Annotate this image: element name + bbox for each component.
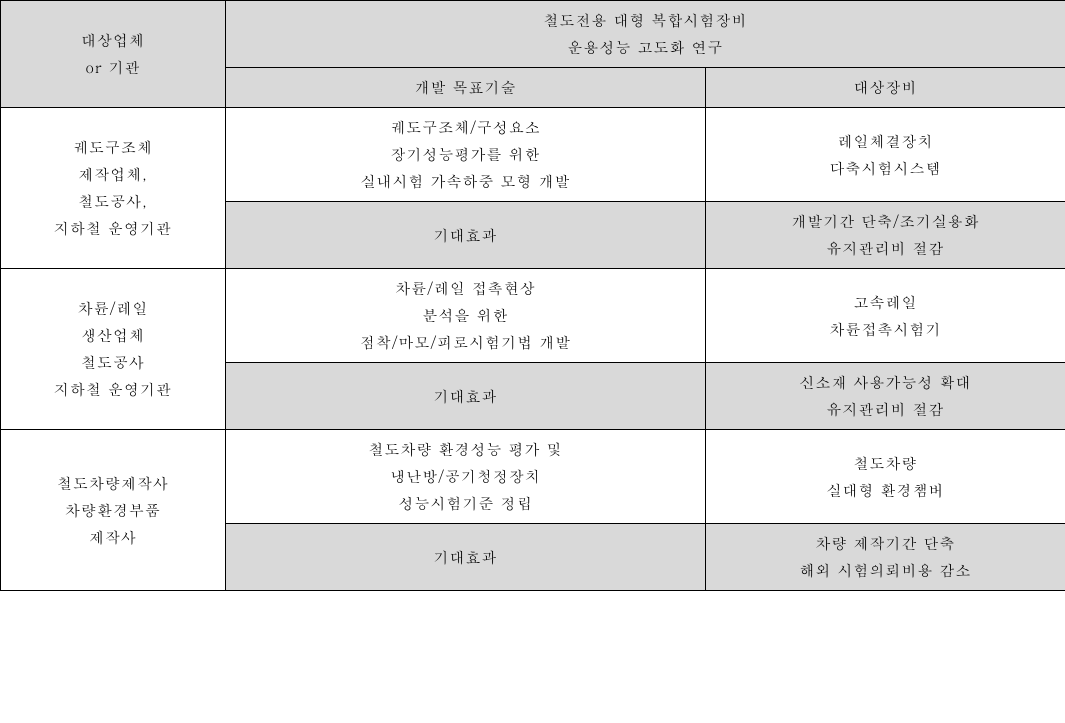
section3-entity: 철도차량제작사 차량환경부품 제작사 xyxy=(1,430,226,591)
section2-effect-line2: 유지관리비 절감 xyxy=(827,399,945,420)
section2-equip: 고속레일 차륜접촉시험기 xyxy=(706,269,1065,363)
section1-tech-line1: 궤도구조체/구성요소 xyxy=(390,117,541,138)
header-entity-line1: 대상업체 xyxy=(81,30,145,51)
section1-entity-line3: 철도공사, xyxy=(78,191,147,212)
section2-effect: 신소재 사용가능성 확대 유지관리비 절감 xyxy=(706,363,1065,430)
section2-entity-line2: 생산업체 xyxy=(81,325,145,346)
section2-equip-line1: 고속레일 xyxy=(854,292,918,313)
section2-entity-line4: 지하철 운영기관 xyxy=(54,379,172,400)
section2-equip-line2: 차륜접촉시험기 xyxy=(830,319,942,340)
header-title-line1: 철도전용 대형 복합시험장비 xyxy=(544,10,748,31)
section3-tech-line1: 철도차량 환경성능 평가 및 xyxy=(369,439,563,460)
section3-equip-line1: 철도차량 xyxy=(854,453,918,474)
section2-entity-line3: 철도공사 xyxy=(81,352,145,373)
section1-effect-line1: 개발기간 단축/조기실용화 xyxy=(791,211,980,232)
header-col3: 대상장비 xyxy=(706,68,1065,108)
section2-effect-label: 기대효과 xyxy=(226,363,706,430)
section1-tech-line3: 실내시험 가속하중 모형 개발 xyxy=(361,171,571,192)
section3-effect-label: 기대효과 xyxy=(226,524,706,591)
main-table: 대상업체 or 기관 철도전용 대형 복합시험장비 운용성능 고도화 연구 개발… xyxy=(0,0,1065,591)
section1-entity-line4: 지하철 운영기관 xyxy=(54,218,172,239)
section1-effect-label: 기대효과 xyxy=(226,202,706,269)
header-col2: 개발 목표기술 xyxy=(226,68,706,108)
section3-entity-line2: 차량환경부품 xyxy=(65,500,161,521)
section1-effect-line2: 유지관리비 절감 xyxy=(827,238,945,259)
section2-tech-line3: 점착/마모/피로시험기법 개발 xyxy=(360,332,571,353)
section1-equip-line2: 다축시험시스템 xyxy=(830,158,942,179)
section1-entity-line2: 제작업체, xyxy=(78,164,147,185)
section1-row1: 궤도구조체 제작업체, 철도공사, 지하철 운영기관 궤도구조체/구성요소 장기… xyxy=(1,108,1065,202)
section3-entity-line3: 제작사 xyxy=(89,527,137,548)
section1-equip-line1: 레일체결장치 xyxy=(838,131,934,152)
section3-tech-line3: 성능시험기준 정립 xyxy=(399,493,533,514)
header-title-line2: 운용성능 고도화 연구 xyxy=(568,37,724,58)
section2-row1: 차륜/레일 생산업체 철도공사 지하철 운영기관 차륜/레일 접촉현상 분석을 … xyxy=(1,269,1065,363)
section1-equip: 레일체결장치 다축시험시스템 xyxy=(706,108,1065,202)
section1-tech: 궤도구조체/구성요소 장기성능평가를 위한 실내시험 가속하중 모형 개발 xyxy=(226,108,706,202)
header-row-1: 대상업체 or 기관 철도전용 대형 복합시험장비 운용성능 고도화 연구 xyxy=(1,1,1065,68)
section3-effect-line2: 해외 시험의뢰비용 감소 xyxy=(800,560,972,581)
header-entity-line2: or 기관 xyxy=(85,57,140,78)
section2-tech: 차륜/레일 접촉현상 분석을 위한 점착/마모/피로시험기법 개발 xyxy=(226,269,706,363)
section2-effect-line1: 신소재 사용가능성 확대 xyxy=(800,372,972,393)
section3-equip-line2: 실대형 환경챔버 xyxy=(827,480,945,501)
section1-effect: 개발기간 단축/조기실용화 유지관리비 절감 xyxy=(706,202,1065,269)
section1-entity: 궤도구조체 제작업체, 철도공사, 지하철 운영기관 xyxy=(1,108,226,269)
section1-tech-line2: 장기성능평가를 위한 xyxy=(391,144,541,165)
header-entity: 대상업체 or 기관 xyxy=(1,1,226,108)
section2-tech-line2: 분석을 위한 xyxy=(423,305,509,326)
section3-tech: 철도차량 환경성능 평가 및 냉난방/공기청정장치 성능시험기준 정립 xyxy=(226,430,706,524)
section3-tech-line2: 냉난방/공기청정장치 xyxy=(390,466,541,487)
section3-row1: 철도차량제작사 차량환경부품 제작사 철도차량 환경성능 평가 및 냉난방/공기… xyxy=(1,430,1065,524)
section2-entity: 차륜/레일 생산업체 철도공사 지하철 운영기관 xyxy=(1,269,226,430)
section3-entity-line1: 철도차량제작사 xyxy=(57,473,169,494)
section3-effect: 차량 제작기간 단축 해외 시험의뢰비용 감소 xyxy=(706,524,1065,591)
section3-effect-line1: 차량 제작기간 단축 xyxy=(816,533,956,554)
section2-tech-line1: 차륜/레일 접촉현상 xyxy=(395,278,536,299)
section2-entity-line1: 차륜/레일 xyxy=(78,298,149,319)
section3-equip: 철도차량 실대형 환경챔버 xyxy=(706,430,1065,524)
header-title: 철도전용 대형 복합시험장비 운용성능 고도화 연구 xyxy=(226,1,1065,68)
section1-entity-line1: 궤도구조체 xyxy=(73,137,153,158)
